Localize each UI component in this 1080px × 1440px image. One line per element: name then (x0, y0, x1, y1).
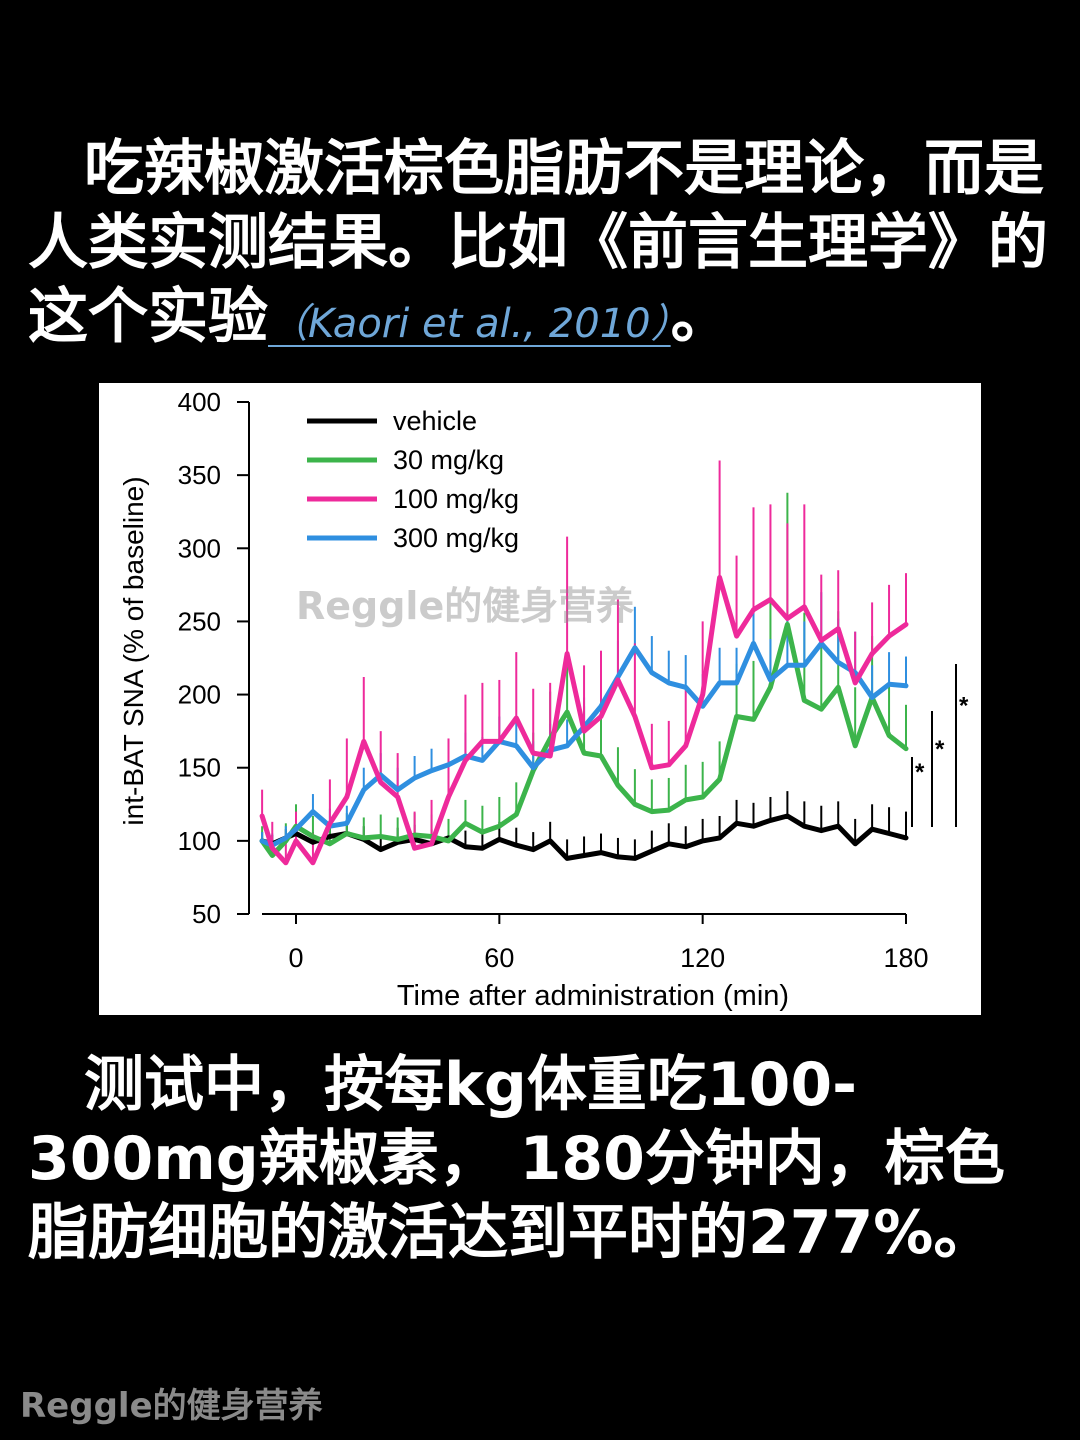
x-tick-label: 60 (484, 943, 514, 973)
series-line-2 (259, 575, 909, 866)
result-paragraph: 测试中，按每kg体重吃100-300mg辣椒素， 180分钟内，棕色脂肪细胞的激… (28, 1048, 1058, 1270)
y-tick-label: 300 (178, 533, 221, 563)
significance-star: * (935, 736, 945, 763)
y-tick-label: 250 (178, 606, 221, 636)
intro-text: 吃辣椒激活棕色脂肪不是理论，而是人类实测结果。比如《前言生理学》的这个实验 (28, 134, 1048, 352)
y-axis-label: int-BAT SNA (% of baseline) (118, 476, 149, 825)
y-tick-label: 350 (178, 460, 221, 490)
bottom-watermark: Reggle的健身营养 (20, 1386, 323, 1426)
chart-axes: 50 100 150 200 250 300 350 400 0 60 120 180 Time aft… (118, 387, 929, 1012)
x-tick-label: 0 (288, 943, 303, 973)
line-chart: 50 100 150 200 250 300 350 400 0 60 120 180 Time aft… (118, 387, 969, 1012)
citation-link[interactable]: （Kaori et al., 2010） (268, 301, 671, 347)
chart-watermark: Reggle的健身营养 (296, 584, 635, 628)
significance-markers: * * * (911, 664, 969, 827)
series-line-3 (259, 640, 909, 848)
y-tick-label: 50 (192, 899, 221, 929)
y-tick-label: 100 (178, 826, 221, 856)
legend-label: vehicle (393, 406, 477, 436)
significance-star: * (915, 759, 925, 786)
x-tick-label: 120 (680, 943, 725, 973)
y-tick-label: 200 (178, 680, 221, 710)
chart-panel: 50 100 150 200 250 300 350 400 0 60 120 180 Time aft… (99, 383, 981, 1015)
series-lines (259, 575, 909, 866)
intro-paragraph: 吃辣椒激活棕色脂肪不是理论，而是人类实测结果。比如《前言生理学》的这个实验（Ka… (28, 132, 1058, 361)
legend-label: 300 mg/kg (393, 523, 519, 553)
intro-period: 。 (670, 282, 731, 352)
legend-label: 100 mg/kg (393, 484, 519, 514)
legend-label: 30 mg/kg (393, 445, 504, 475)
y-tick-label: 150 (178, 753, 221, 783)
significance-star: * (959, 693, 969, 720)
chart-legend: vehicle 30 mg/kg 100 mg/kg 300 mg/kg (307, 406, 519, 553)
result-text: 测试中，按每kg体重吃100-300mg辣椒素， 180分钟内，棕色脂肪细胞的激… (28, 1050, 1005, 1268)
y-tick-label: 400 (178, 387, 221, 417)
x-axis-label: Time after administration (min) (397, 980, 789, 1012)
x-tick-label: 180 (883, 943, 928, 973)
